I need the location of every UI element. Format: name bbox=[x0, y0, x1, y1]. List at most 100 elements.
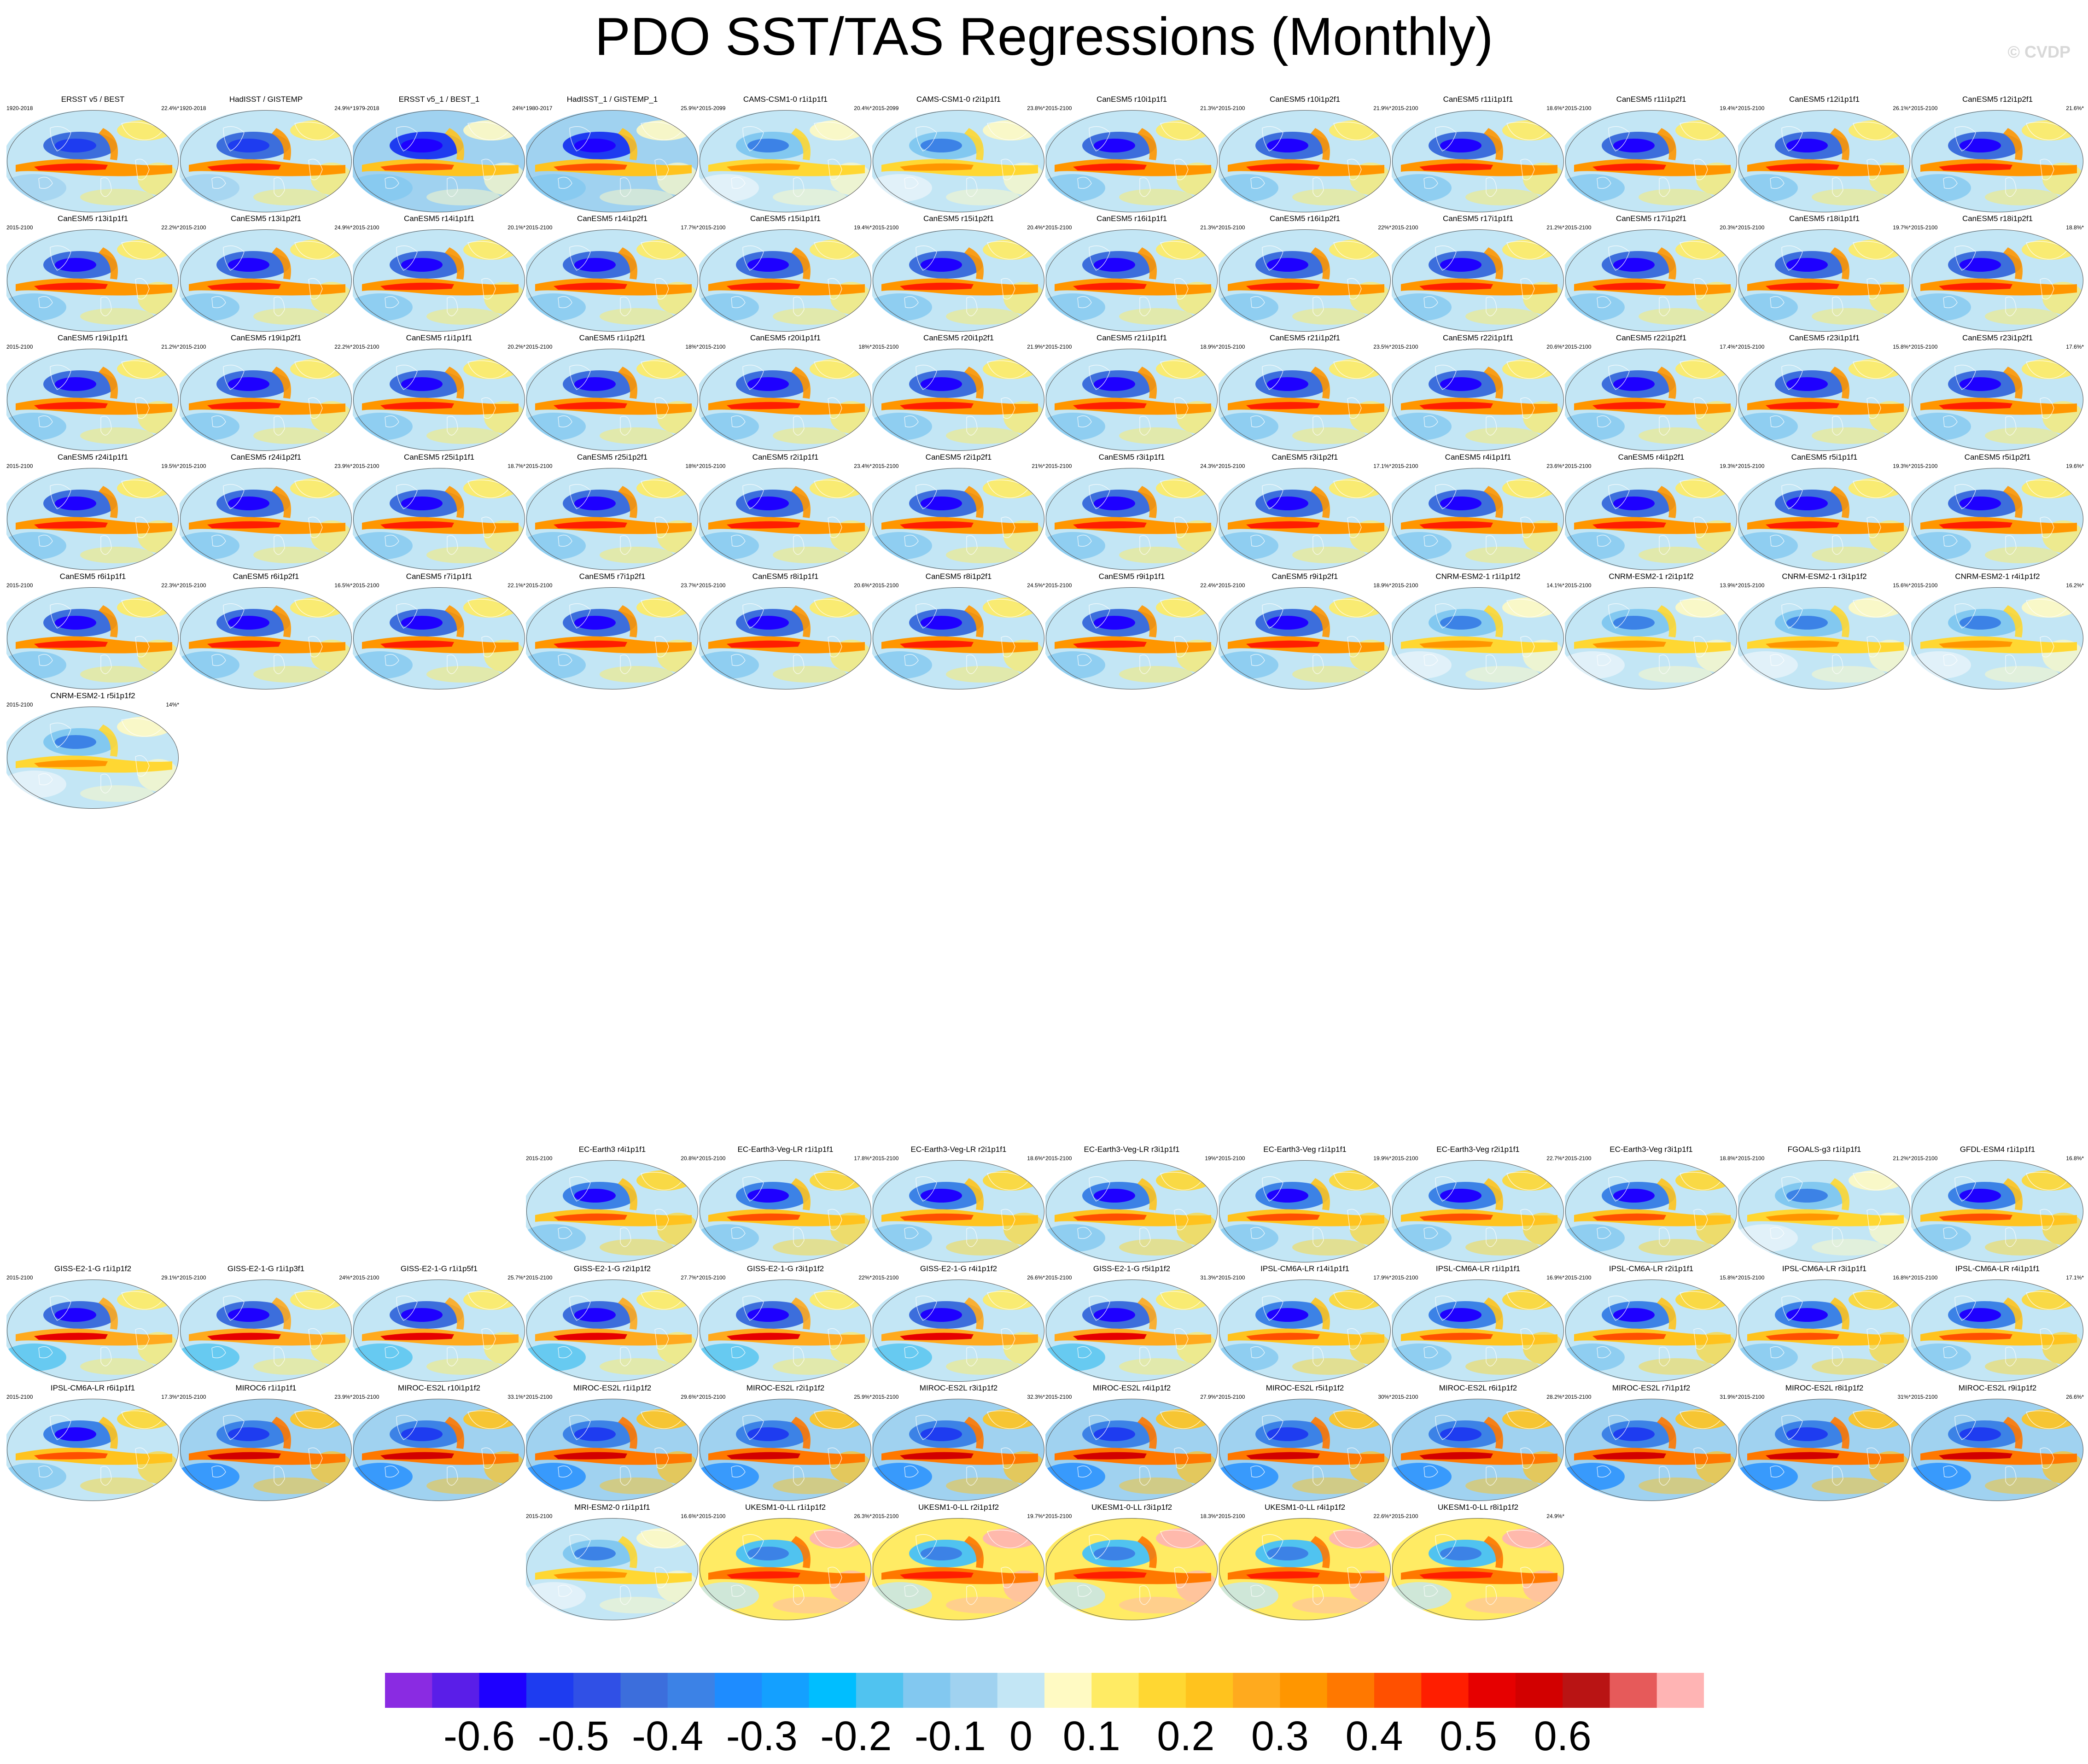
map-panel: MIROC-ES2L r6i1p1f2 2015-2100 28.2%* bbox=[1392, 1384, 1564, 1502]
map-panel: GISS-E2-1-G r1i1p3f1 2015-2100 24%* bbox=[180, 1264, 352, 1383]
map-ellipse bbox=[1219, 1160, 1391, 1262]
panel-years: 1920-2018 bbox=[6, 105, 33, 111]
map-ellipse bbox=[1219, 110, 1391, 212]
map-panel: CanESM5 r9i1p1f1 2015-2100 22.4%* bbox=[1045, 572, 1218, 691]
map-ellipse bbox=[1045, 1518, 1218, 1620]
panel-variance-pct: 21%* bbox=[1032, 463, 1045, 469]
panel-title: CanESM5 r21i1p2f1 bbox=[1269, 333, 1341, 342]
panel-years: 2015-2100 bbox=[1045, 1394, 1072, 1400]
panel-variance-pct: 19.5%* bbox=[161, 463, 179, 469]
map-ellipse bbox=[6, 468, 179, 570]
panel-title: CanESM5 r19i1p1f1 bbox=[57, 333, 128, 342]
colorbar-label: 0.1 bbox=[1062, 1713, 1120, 1759]
panel-years: 2015-2100 bbox=[872, 344, 899, 350]
panel-title: ERSST v5 / BEST bbox=[61, 95, 125, 104]
panel-title: CanESM5 r24i1p2f1 bbox=[230, 453, 302, 461]
map-ellipse bbox=[1738, 1399, 1910, 1501]
colorbar-label: -0.1 bbox=[914, 1713, 986, 1759]
map-ellipse bbox=[6, 587, 179, 689]
map-ellipse bbox=[1045, 110, 1218, 212]
map-ellipse bbox=[872, 587, 1044, 689]
panel-variance-pct: 17.7%* bbox=[681, 224, 699, 231]
panel-years: 2015-2100 bbox=[6, 1394, 33, 1400]
panel-years: 2015-2100 bbox=[526, 1394, 553, 1400]
panel-years: 2015-2100 bbox=[1565, 344, 1592, 350]
panel-title: CanESM5 r3i1p1f1 bbox=[1098, 453, 1165, 461]
panel-years: 2015-2100 bbox=[699, 1155, 726, 1162]
map-ellipse bbox=[526, 349, 698, 451]
panel-title: CanESM5 r25i1p2f1 bbox=[577, 453, 648, 461]
panel-years: 2015-2100 bbox=[6, 224, 33, 231]
map-ellipse bbox=[1392, 1160, 1564, 1262]
map-panel: GISS-E2-1-G r5i1p1f2 2015-2100 31.3%* bbox=[1045, 1264, 1218, 1383]
panel-variance-pct: 20.6%* bbox=[1546, 344, 1564, 350]
panel-title: EC-Earth3-Veg r2i1p1f1 bbox=[1436, 1145, 1520, 1154]
panel-years: 2015-2100 bbox=[353, 582, 379, 589]
colorbar-swatch bbox=[1656, 1673, 1704, 1708]
panel-variance-pct: 18%* bbox=[685, 344, 699, 350]
map-panel: CanESM5 r13i1p2f1 2015-2100 24.9%* bbox=[180, 214, 352, 333]
panel-title: MIROC-ES2L r1i1p1f2 bbox=[573, 1384, 652, 1392]
panel-years: 2015-2100 bbox=[1219, 1274, 1245, 1281]
map-ellipse bbox=[1045, 1160, 1218, 1262]
panel-variance-pct: 17.1%* bbox=[2066, 1274, 2084, 1281]
map-ellipse bbox=[1045, 1279, 1218, 1382]
panel-variance-pct: 16.9%* bbox=[1546, 1274, 1564, 1281]
panel-years: 2015-2100 bbox=[1565, 463, 1592, 469]
map-panel: MIROC-ES2L r9i1p1f2 2015-2100 26.6%* bbox=[1911, 1384, 2084, 1502]
panel-years: 2015-2100 bbox=[1392, 105, 1418, 111]
panel-years: 1980-2017 bbox=[526, 105, 553, 111]
map-ellipse bbox=[353, 1399, 525, 1501]
map-panel: UKESM1-0-LL r4i1p1f2 2015-2100 22.6%* bbox=[1219, 1503, 1391, 1622]
map-ellipse bbox=[180, 468, 352, 570]
map-ellipse bbox=[872, 110, 1044, 212]
figure-title: PDO SST/TAS Regressions (Monthly) bbox=[595, 6, 1493, 66]
panel-years: 2015-2100 bbox=[180, 582, 206, 589]
map-ellipse bbox=[1392, 587, 1564, 689]
panel-title: CanESM5 r11i1p2f1 bbox=[1616, 95, 1686, 104]
panel-variance-pct: 19.7%* bbox=[1893, 224, 1911, 231]
panel-variance-pct: 23.6%* bbox=[1546, 463, 1564, 469]
panel-years: 2015-2100 bbox=[526, 344, 553, 350]
panel-title: CanESM5 r23i1p1f1 bbox=[1789, 333, 1860, 342]
panel-years: 1979-2018 bbox=[353, 105, 379, 111]
map-ellipse bbox=[1565, 587, 1737, 689]
panel-variance-pct: 20.2%* bbox=[507, 344, 525, 350]
panel-years: 2015-2100 bbox=[872, 224, 899, 231]
panel-variance-pct: 22.4%* bbox=[1200, 582, 1218, 589]
panel-variance-pct: 27.9%* bbox=[1200, 1394, 1218, 1400]
map-panel: CanESM5 r24i1p2f1 2015-2100 23.9%* bbox=[180, 453, 352, 572]
panel-years: 2015-2100 bbox=[699, 344, 726, 350]
map-ellipse bbox=[1219, 349, 1391, 451]
map-ellipse bbox=[180, 1399, 352, 1501]
panel-years: 2015-2100 bbox=[1045, 344, 1072, 350]
map-panel: CanESM5 r18i1p2f1 2015-2100 18.8%* bbox=[1911, 214, 2084, 333]
map-ellipse bbox=[699, 1160, 871, 1262]
panel-variance-pct: 21.2%* bbox=[1893, 1155, 1911, 1162]
map-ellipse bbox=[1392, 1518, 1564, 1620]
map-ellipse bbox=[1392, 468, 1564, 570]
panel-title: CanESM5 r15i1p2f1 bbox=[923, 214, 994, 223]
colorbar-swatch bbox=[1515, 1673, 1563, 1708]
panel-variance-pct: 21.6%* bbox=[2066, 105, 2084, 111]
map-panel: EC-Earth3-Veg-LR r1i1p1f1 2015-2100 17.8%* bbox=[699, 1145, 872, 1264]
panel-years: 2015-2100 bbox=[1219, 463, 1245, 469]
panel-variance-pct: 17.1%* bbox=[1373, 463, 1391, 469]
panel-variance-pct: 17.4%* bbox=[1720, 344, 1738, 350]
panel-title: MRI-ESM2-0 r1i1p1f1 bbox=[574, 1503, 650, 1512]
panel-variance-pct: 20.8%* bbox=[681, 1155, 699, 1162]
map-ellipse bbox=[6, 707, 179, 809]
panel-years: 2015-2100 bbox=[699, 1513, 726, 1519]
map-panel: EC-Earth3-Veg r3i1p1f1 2015-2100 18.8%* bbox=[1565, 1145, 1738, 1264]
panel-title: CanESM5 r16i1p1f1 bbox=[1096, 214, 1167, 223]
panel-years: 2015-2100 bbox=[872, 463, 899, 469]
panel-title: CanESM5 r2i1p1f1 bbox=[752, 453, 819, 461]
panel-title: IPSL-CM6A-LR r1i1p1f1 bbox=[1435, 1264, 1521, 1273]
panel-years: 2015-2100 bbox=[1565, 224, 1592, 231]
panel-variance-pct: 20.4%* bbox=[854, 105, 872, 111]
panel-years: 2015-2100 bbox=[1219, 582, 1245, 589]
map-panel: MIROC-ES2L r4i1p1f2 2015-2100 27.9%* bbox=[1045, 1384, 1218, 1502]
panel-years: 2015-2100 bbox=[1219, 224, 1245, 231]
panel-title: CanESM5 r17i1p1f1 bbox=[1442, 214, 1514, 223]
panel-variance-pct: 28.2%* bbox=[1546, 1394, 1564, 1400]
